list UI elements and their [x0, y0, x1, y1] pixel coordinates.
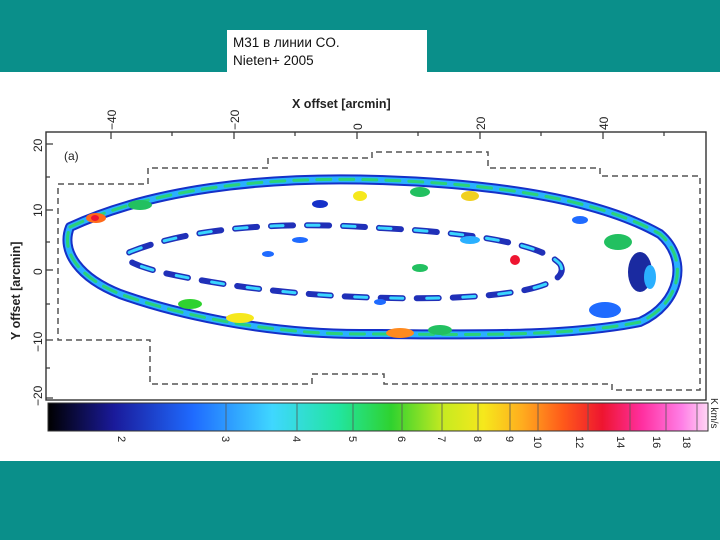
x-tick-label: 40 [597, 116, 611, 130]
co-inner-ring [123, 222, 565, 302]
co-emission-clumps [86, 187, 656, 338]
colorbar-tick-label: 14 [614, 436, 626, 448]
bottom-teal-band [0, 461, 720, 540]
colorbar-tick-label: 9 [503, 436, 515, 442]
colorbar-tick-label: 3 [219, 436, 231, 442]
colorbar-dividers [225, 403, 698, 431]
left-tick-marks [46, 143, 53, 399]
colorbar-tick-label: 12 [573, 436, 585, 448]
colorbar-tick-label: 4 [290, 436, 302, 442]
x-tick-label: 20 [474, 116, 488, 130]
colorbar-tick-label: 8 [471, 436, 483, 442]
co-map-figure: −40 −20 0 20 40 X offset [arcmin] 20 10 … [0, 72, 720, 461]
x-tick-label: −20 [228, 109, 242, 130]
y-tick-label: 10 [31, 203, 45, 217]
x-tick-label: −40 [105, 109, 119, 130]
caption-line-object: M31 в линии CO. [233, 35, 340, 50]
y-tick-label: −20 [31, 385, 45, 406]
colorbar-tick-label: 6 [395, 436, 407, 442]
colorbar-unit: K km/s [708, 398, 719, 429]
x-axis-title: X offset [arcmin] [292, 97, 391, 111]
x-tick-label: 0 [351, 123, 365, 130]
colorbar-tick-label: 10 [531, 436, 543, 448]
survey-boundary [57, 151, 701, 391]
plot-frame [45, 131, 707, 401]
co-outer-ring [62, 174, 683, 340]
colorbar [47, 402, 709, 432]
y-tick-label: 20 [31, 138, 45, 152]
y-tick-label: 0 [31, 268, 45, 275]
colorbar-tick-label: 16 [650, 436, 662, 448]
colorbar-tick-label: 2 [115, 436, 127, 442]
top-tick-marks [110, 132, 665, 139]
panel-label: (a) [64, 149, 79, 163]
caption-line-reference: Nieten+ 2005 [233, 53, 314, 68]
colorbar-tick-label: 5 [346, 436, 358, 442]
colorbar-tick-label: 18 [680, 436, 692, 448]
y-tick-label: −10 [31, 331, 45, 352]
slide-caption: M31 в линии CO. Nieten+ 2005 [227, 30, 427, 76]
y-axis-title: Y offset [arcmin] [9, 242, 23, 340]
colorbar-tick-label: 7 [435, 436, 447, 442]
co-map-svg: −40 −20 0 20 40 X offset [arcmin] 20 10 … [9, 97, 719, 448]
